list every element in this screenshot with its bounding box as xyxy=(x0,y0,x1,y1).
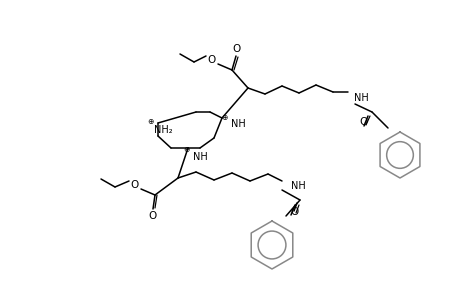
Text: O: O xyxy=(207,55,216,65)
Text: O: O xyxy=(232,44,241,54)
Text: O: O xyxy=(359,117,367,127)
Text: O: O xyxy=(149,211,157,221)
Text: ⊕: ⊕ xyxy=(182,146,189,154)
Text: NH: NH xyxy=(193,152,207,162)
Text: NH₂: NH₂ xyxy=(154,125,172,135)
Text: ⊕: ⊕ xyxy=(146,116,153,125)
Text: NH: NH xyxy=(291,181,305,191)
Text: O: O xyxy=(131,180,139,190)
Text: O: O xyxy=(290,207,298,217)
Text: NH: NH xyxy=(230,119,245,129)
Text: ⊕: ⊕ xyxy=(220,112,227,122)
Text: NH: NH xyxy=(353,93,368,103)
